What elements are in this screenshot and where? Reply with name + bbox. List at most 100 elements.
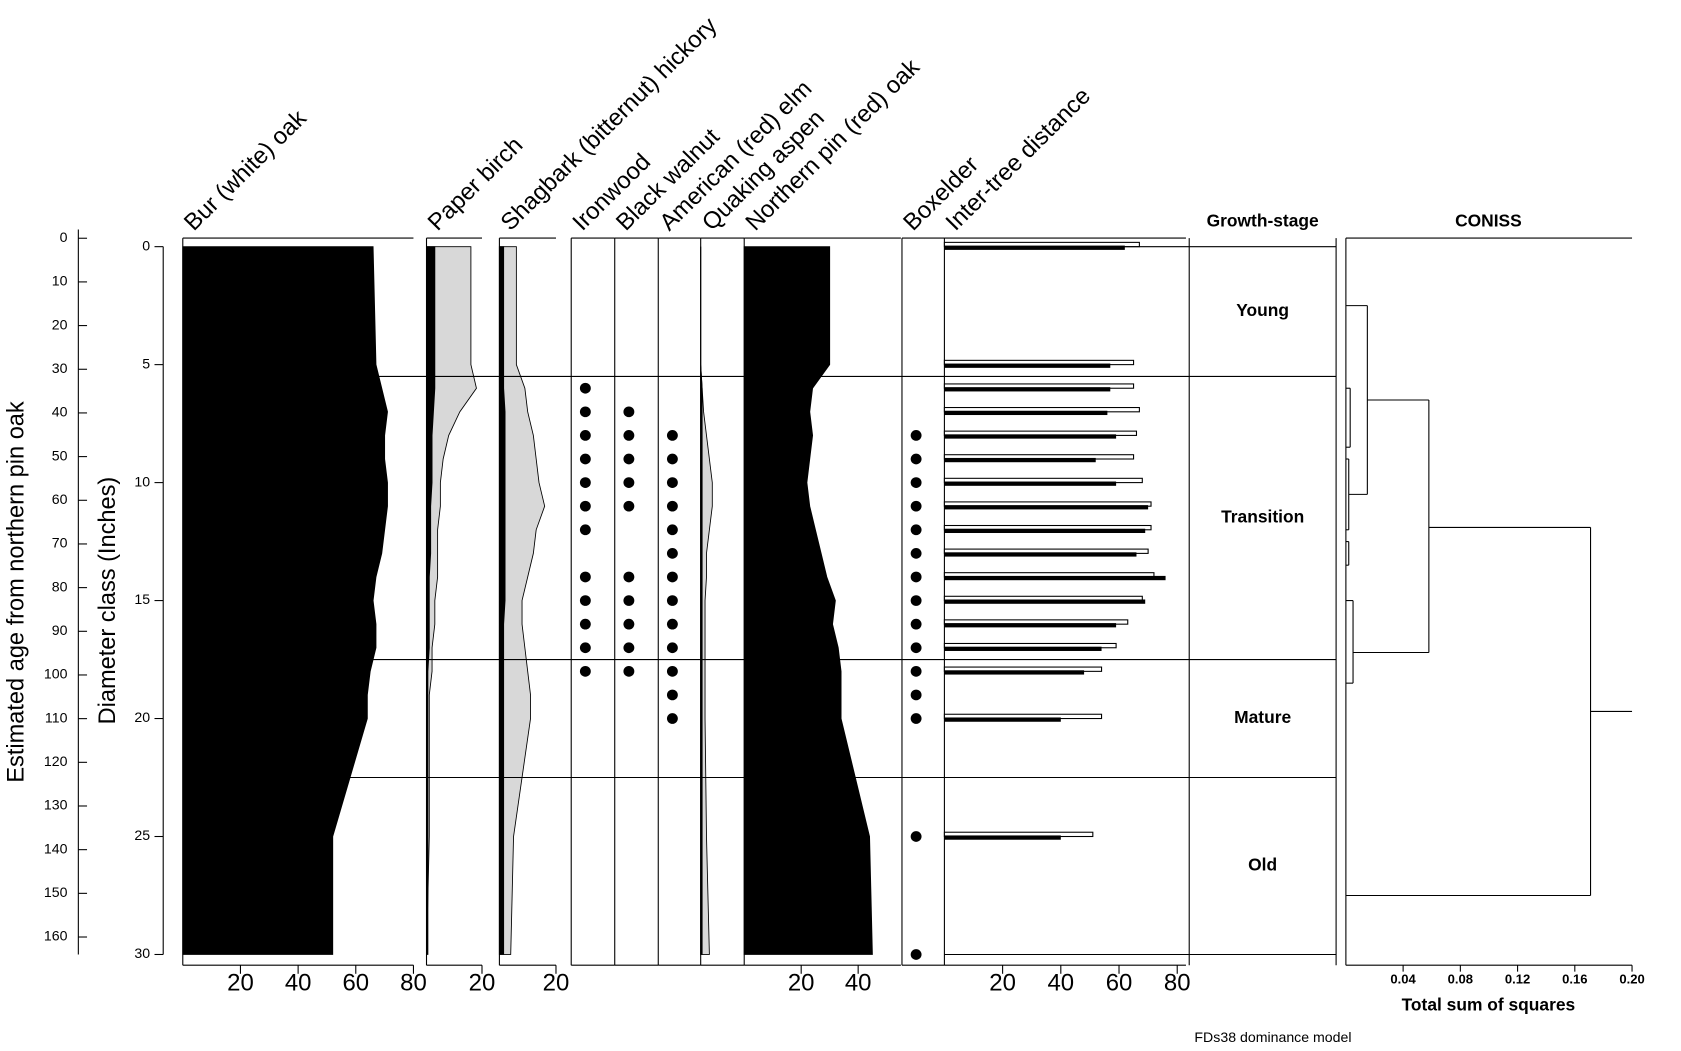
profile: [743, 246, 873, 955]
bar: [944, 646, 1102, 651]
presence-dot: [579, 477, 591, 488]
bar: [944, 835, 1061, 840]
age-tick-label: 80: [52, 578, 68, 594]
presence-dot: [666, 618, 678, 630]
coniss-tick-label: 0.12: [1505, 972, 1530, 987]
zone-label: Mature: [1234, 707, 1291, 727]
presence-dot: [666, 595, 678, 606]
presence-dot: [623, 453, 635, 465]
presence-dot: [666, 500, 678, 512]
age-tick-label: 20: [52, 316, 68, 332]
y-axis-title: Diameter class (Inches): [94, 477, 121, 725]
presence-dot: [910, 831, 922, 842]
presence-dot: [666, 453, 678, 465]
bar: [944, 623, 1117, 628]
bar: [944, 717, 1061, 722]
coniss-tick-label: 0.20: [1619, 972, 1644, 987]
presence-dot: [910, 665, 922, 677]
bar: [944, 552, 1137, 557]
presence-dot: [910, 642, 922, 654]
y-tick-label: 25: [134, 827, 150, 843]
profile: [700, 246, 703, 955]
bar: [944, 575, 1166, 581]
age-tick-label: 150: [44, 884, 68, 900]
x-tick-label: 40: [1048, 970, 1075, 997]
bar: [944, 481, 1117, 486]
age-tick-label: 90: [52, 622, 68, 638]
panel-title: Bur (white) oak: [179, 105, 312, 236]
age-tick-label: 100: [44, 666, 68, 682]
presence-dot: [666, 642, 678, 654]
age-tick-label: 50: [52, 447, 68, 463]
age-tick-label: 30: [52, 360, 68, 376]
coniss-tick-label: 0.04: [1390, 972, 1416, 987]
zone-label: Transition: [1221, 507, 1304, 527]
presence-dot: [666, 430, 678, 441]
age-tick-label: 0: [60, 229, 68, 245]
x-tick-label: 20: [989, 970, 1016, 997]
bar: [944, 410, 1108, 416]
presence-dot: [623, 500, 635, 512]
bar: [944, 528, 1146, 534]
coniss-tick-label: 0.16: [1562, 972, 1587, 987]
profile: [182, 246, 388, 955]
presence-dot: [623, 477, 635, 488]
x-tick-label: 40: [845, 970, 872, 997]
coniss-tick-label: 0.08: [1448, 972, 1473, 987]
bar: [944, 363, 1111, 368]
presence-dot: [910, 524, 922, 536]
y-tick-label: 15: [134, 591, 150, 607]
presence-dot: [579, 453, 591, 465]
bar: [944, 387, 1111, 392]
x-tick-label: 80: [1164, 970, 1191, 997]
age-tick-label: 40: [52, 404, 68, 420]
bar: [944, 670, 1085, 675]
y-tick-label: 0: [142, 237, 150, 253]
x-tick-label: 20: [227, 970, 254, 997]
y-tick-label: 30: [134, 945, 150, 961]
presence-dot: [910, 430, 922, 441]
presence-dot: [910, 453, 922, 465]
presence-dot: [579, 665, 591, 677]
coniss-header: CONISS: [1455, 211, 1522, 231]
zone-header: Growth-stage: [1207, 211, 1319, 231]
bar: [944, 245, 1125, 250]
x-tick-label: 60: [1106, 970, 1133, 997]
presence-dot: [579, 430, 591, 441]
age-tick-label: 110: [45, 709, 68, 725]
x-tick-label: 60: [342, 970, 369, 997]
presence-dot: [579, 406, 591, 418]
presence-dot: [910, 477, 922, 488]
presence-dot: [666, 548, 678, 559]
coniss-axis-title: Total sum of squares: [1402, 995, 1576, 1015]
presence-dot: [623, 595, 635, 606]
presence-dot: [910, 713, 922, 724]
zone-label: Young: [1236, 300, 1289, 320]
presence-dot: [623, 406, 635, 418]
presence-dot: [910, 618, 922, 630]
presence-dot: [623, 665, 635, 677]
presence-dot: [910, 595, 922, 606]
presence-dot: [579, 500, 591, 512]
caption: FDs38 dominance model: [1194, 1029, 1351, 1045]
presence-dot: [666, 477, 678, 488]
x-tick-label: 20: [788, 970, 815, 997]
y-tick-label: 20: [134, 709, 150, 725]
presence-dot: [623, 430, 635, 441]
y-tick-label: 10: [134, 473, 150, 489]
y-tick-label: 5: [142, 355, 150, 371]
age-tick-label: 10: [52, 273, 68, 289]
presence-dot: [666, 689, 678, 701]
presence-dot: [623, 571, 635, 583]
presence-dot: [910, 548, 922, 559]
age-tick-label: 140: [44, 840, 68, 856]
bar: [944, 505, 1149, 510]
bar: [944, 599, 1146, 604]
presence-dot: [623, 642, 635, 654]
presence-dot: [579, 571, 591, 583]
x-tick-label: 80: [400, 970, 427, 997]
presence-dot: [579, 382, 591, 394]
zone-label: Old: [1248, 855, 1277, 875]
